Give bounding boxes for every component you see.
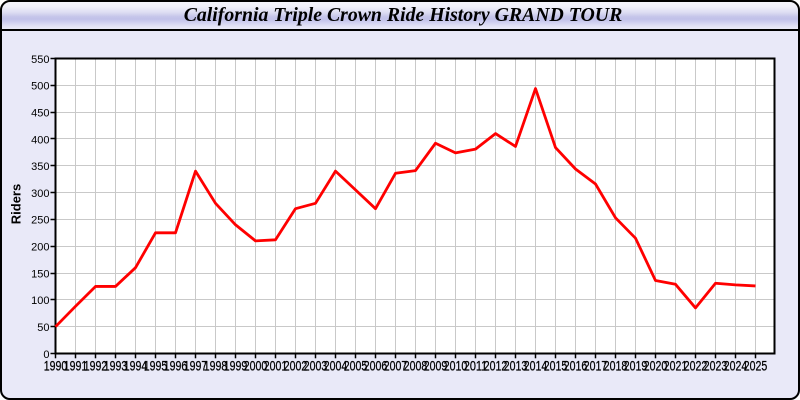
svg-text:2024: 2024 xyxy=(724,358,748,373)
svg-text:1991: 1991 xyxy=(64,358,88,373)
svg-text:200: 200 xyxy=(31,242,49,254)
svg-text:Riders: Riders xyxy=(9,184,24,224)
svg-text:2009: 2009 xyxy=(424,358,448,373)
svg-text:2012: 2012 xyxy=(484,358,508,373)
svg-text:2003: 2003 xyxy=(304,358,328,373)
svg-text:2017: 2017 xyxy=(584,358,608,373)
svg-text:2013: 2013 xyxy=(504,358,528,373)
svg-text:1996: 1996 xyxy=(164,358,188,373)
svg-text:2015: 2015 xyxy=(544,358,568,373)
svg-text:250: 250 xyxy=(31,215,49,227)
svg-text:1993: 1993 xyxy=(104,358,128,373)
svg-text:2016: 2016 xyxy=(564,358,588,373)
svg-text:2000: 2000 xyxy=(244,358,268,373)
svg-text:350: 350 xyxy=(31,161,49,173)
svg-text:2005: 2005 xyxy=(344,358,368,373)
svg-text:550: 550 xyxy=(31,54,49,66)
svg-text:2025: 2025 xyxy=(744,358,768,373)
svg-text:2022: 2022 xyxy=(684,358,708,373)
svg-text:2018: 2018 xyxy=(604,358,628,373)
svg-text:2004: 2004 xyxy=(324,358,348,373)
svg-text:0: 0 xyxy=(43,349,49,361)
svg-text:100: 100 xyxy=(31,295,49,307)
svg-text:300: 300 xyxy=(31,188,49,200)
svg-text:2021: 2021 xyxy=(664,358,688,373)
svg-text:2019: 2019 xyxy=(624,358,648,373)
svg-text:2010: 2010 xyxy=(444,358,468,373)
svg-text:2001: 2001 xyxy=(264,358,288,373)
svg-text:1999: 1999 xyxy=(224,358,248,373)
svg-text:1998: 1998 xyxy=(204,358,228,373)
svg-text:400: 400 xyxy=(31,134,49,146)
svg-text:2008: 2008 xyxy=(404,358,428,373)
svg-text:2007: 2007 xyxy=(384,358,408,373)
svg-text:2014: 2014 xyxy=(524,358,548,373)
svg-text:2023: 2023 xyxy=(704,358,728,373)
svg-text:150: 150 xyxy=(31,268,49,280)
svg-text:450: 450 xyxy=(31,107,49,119)
svg-text:2011: 2011 xyxy=(464,358,488,373)
svg-text:2002: 2002 xyxy=(284,358,308,373)
svg-text:1995: 1995 xyxy=(144,358,168,373)
svg-text:500: 500 xyxy=(31,81,49,93)
svg-text:2006: 2006 xyxy=(364,358,388,373)
svg-text:2020: 2020 xyxy=(644,358,668,373)
svg-text:1990: 1990 xyxy=(44,358,68,373)
svg-text:1997: 1997 xyxy=(184,358,208,373)
svg-text:1994: 1994 xyxy=(124,358,148,373)
svg-text:1992: 1992 xyxy=(84,358,108,373)
svg-text:50: 50 xyxy=(37,322,49,334)
